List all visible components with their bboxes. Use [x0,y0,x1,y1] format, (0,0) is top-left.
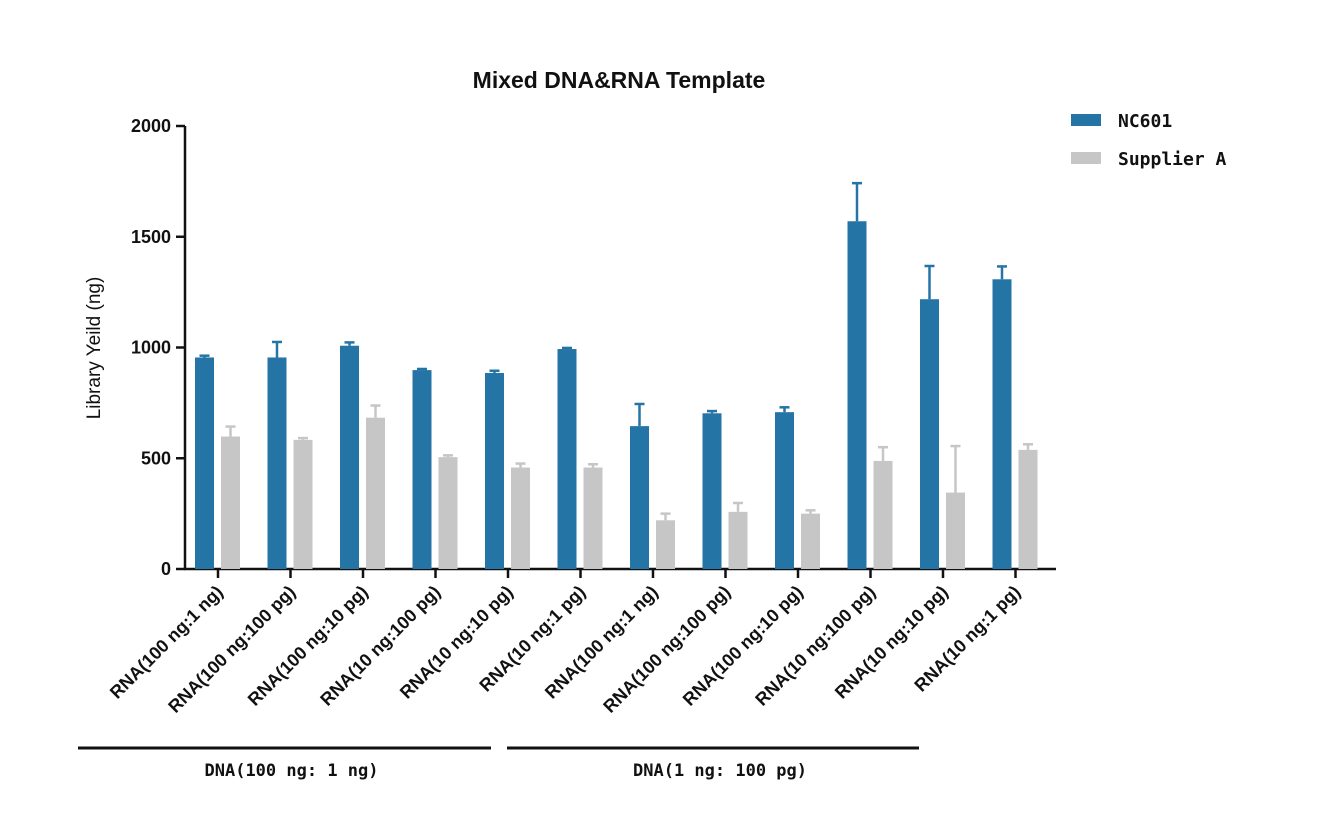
bar-nc601 [267,357,287,569]
bar-supplier-a [293,439,313,569]
y-tick-label: 2000 [131,116,171,136]
chart-title: Mixed DNA&RNA Template [473,67,766,93]
bar-supplier-a [656,520,675,569]
bar-supplier-a [946,492,965,569]
bars [195,221,1038,569]
bar-nc601 [775,412,794,569]
axes: 0 500 1000 1500 2000 [131,116,1056,579]
x-tick-label: RNA(100 ng:10 pg) [679,582,807,710]
y-tick-label: 1500 [131,227,171,247]
bar-nc601 [485,372,504,569]
y-tick-label: 500 [141,448,171,468]
group-label: DNA(100 ng: 1 ng) [205,761,379,781]
y-tick-label: 0 [161,559,171,579]
y-axis-label: Library Yeild (ng) [84,277,105,420]
category-groups: DNA(100 ng: 1 ng) DNA(1 ng: 100 pg) [78,746,919,781]
bar-nc601 [412,370,432,569]
legend-swatch [1071,114,1101,126]
x-tick-label: RNA(100 ng:10 pg) [244,582,372,710]
x-tick-label: RNA(100 ng:100 pg) [599,582,734,717]
bar-supplier-a [1018,449,1038,569]
legend-swatch [1071,152,1101,164]
bar-supplier-a [583,467,603,569]
bar-supplier-a [366,417,385,569]
legend-label: Supplier A [1118,149,1227,170]
bar-supplier-a [728,511,748,569]
bar-nc601 [557,349,577,569]
bar-nc601 [920,299,939,569]
legend: NC601 Supplier A [1071,111,1227,170]
legend-label: NC601 [1118,111,1172,132]
bar-supplier-a [438,457,458,569]
bar-nc601 [340,345,359,569]
group-label: DNA(1 ng: 100 pg) [633,761,807,781]
bar-supplier-a [221,436,240,569]
bar-nc601 [630,426,649,569]
x-tick-label: RNA(100 ng:100 pg) [164,582,299,717]
x-tick-label: RNA(10 ng:100 pg) [751,582,879,710]
error-bars [199,181,1033,521]
bar-supplier-a [511,467,530,569]
bar-nc601 [992,279,1012,569]
bar-supplier-a [801,513,820,569]
y-tick-label: 1000 [131,338,171,358]
x-tick-label: RNA(10 ng:100 pg) [316,582,444,710]
bar-nc601 [195,357,214,569]
bar-nc601 [702,413,722,569]
bar-nc601 [847,221,867,569]
bar-supplier-a [873,460,893,569]
x-tick-labels: RNA(100 ng:1 ng)RNA(100 ng:100 pg)RNA(10… [106,582,1024,717]
